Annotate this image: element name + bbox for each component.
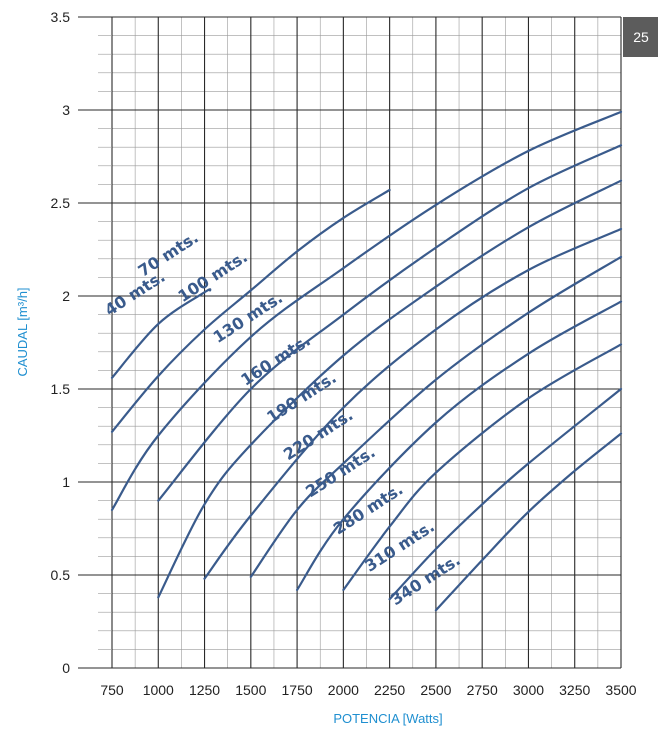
y-tick-label: 3 xyxy=(62,102,70,118)
y-tick-label: 1.5 xyxy=(51,381,71,397)
series-line xyxy=(249,255,623,578)
x-tick-label: 1750 xyxy=(282,682,313,698)
y-tick-labels: 0 0.5 1 1.5 2 2.5 3 3.5 xyxy=(51,9,71,676)
y-tick-label: 3.5 xyxy=(51,9,71,25)
x-tick-label: 2250 xyxy=(374,682,405,698)
y-tick-label: 2.5 xyxy=(51,195,71,211)
x-tick-label: 1000 xyxy=(143,682,174,698)
x-tick-label: 2750 xyxy=(467,682,498,698)
series-label: 100 mts. xyxy=(174,247,251,306)
axes xyxy=(78,16,112,669)
x-tick-labels: 750 1000 1250 1500 1750 2000 2250 2500 2750 3000 3… xyxy=(100,682,636,698)
y-tick-label: 0.5 xyxy=(51,567,71,583)
series-line xyxy=(110,110,623,511)
grid-major xyxy=(111,16,622,669)
series-line xyxy=(434,432,623,612)
series-label: 70 mts. xyxy=(135,228,202,281)
x-tick-label: 1250 xyxy=(189,682,220,698)
x-axis-title: POTENCIA [Watts] xyxy=(333,711,442,726)
y-tick-label: 1 xyxy=(62,474,70,490)
series-line xyxy=(296,300,623,591)
curve-labels: 40 mts.70 mts.100 mts.130 mts.160 mts.19… xyxy=(101,228,463,609)
series-line xyxy=(110,288,212,379)
series-line xyxy=(157,144,623,502)
y-axis-title: CAUDAL [m³/h] xyxy=(15,287,30,376)
page-number-badge: 25 xyxy=(623,17,658,57)
series-label: 280 mts. xyxy=(330,480,407,539)
x-tick-label: 3250 xyxy=(559,682,590,698)
series-line xyxy=(342,343,623,591)
series-line xyxy=(157,179,623,599)
series-line xyxy=(110,188,391,433)
x-tick-label: 2500 xyxy=(420,682,451,698)
curves xyxy=(110,110,623,612)
x-tick-label: 2000 xyxy=(328,682,359,698)
y-tick-label: 2 xyxy=(62,288,70,304)
series-line xyxy=(203,227,623,580)
x-tick-label: 3500 xyxy=(605,682,636,698)
x-tick-label: 750 xyxy=(100,682,124,698)
series-line xyxy=(388,387,623,601)
x-tick-label: 3000 xyxy=(513,682,544,698)
y-tick-label: 0 xyxy=(62,660,70,676)
x-tick-label: 1500 xyxy=(235,682,266,698)
